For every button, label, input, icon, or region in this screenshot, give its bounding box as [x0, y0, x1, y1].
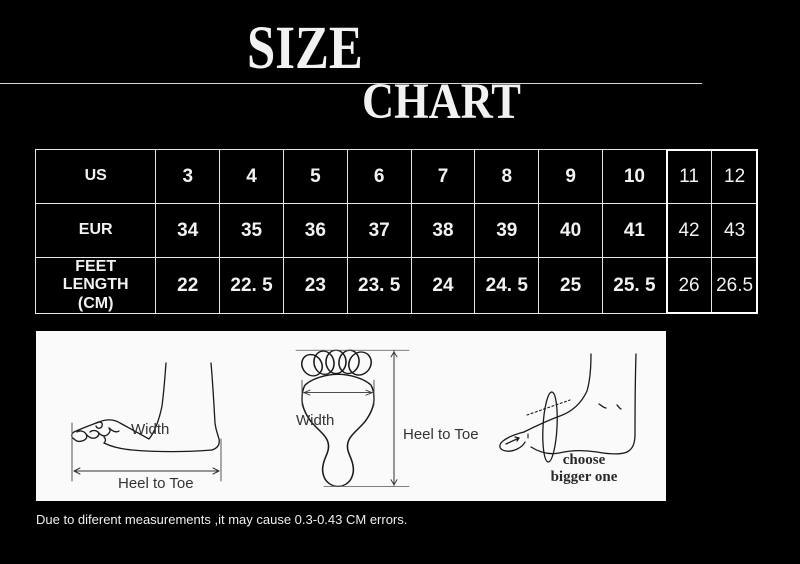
- svg-text:bigger one: bigger one: [551, 469, 618, 485]
- svg-text:Width: Width: [296, 412, 334, 429]
- svg-text:Heel to Toe: Heel to Toe: [118, 475, 194, 492]
- svg-text:choose: choose: [563, 452, 606, 468]
- svg-text:Heel to Toe: Heel to Toe: [403, 426, 479, 443]
- svg-text:Width: Width: [131, 421, 169, 438]
